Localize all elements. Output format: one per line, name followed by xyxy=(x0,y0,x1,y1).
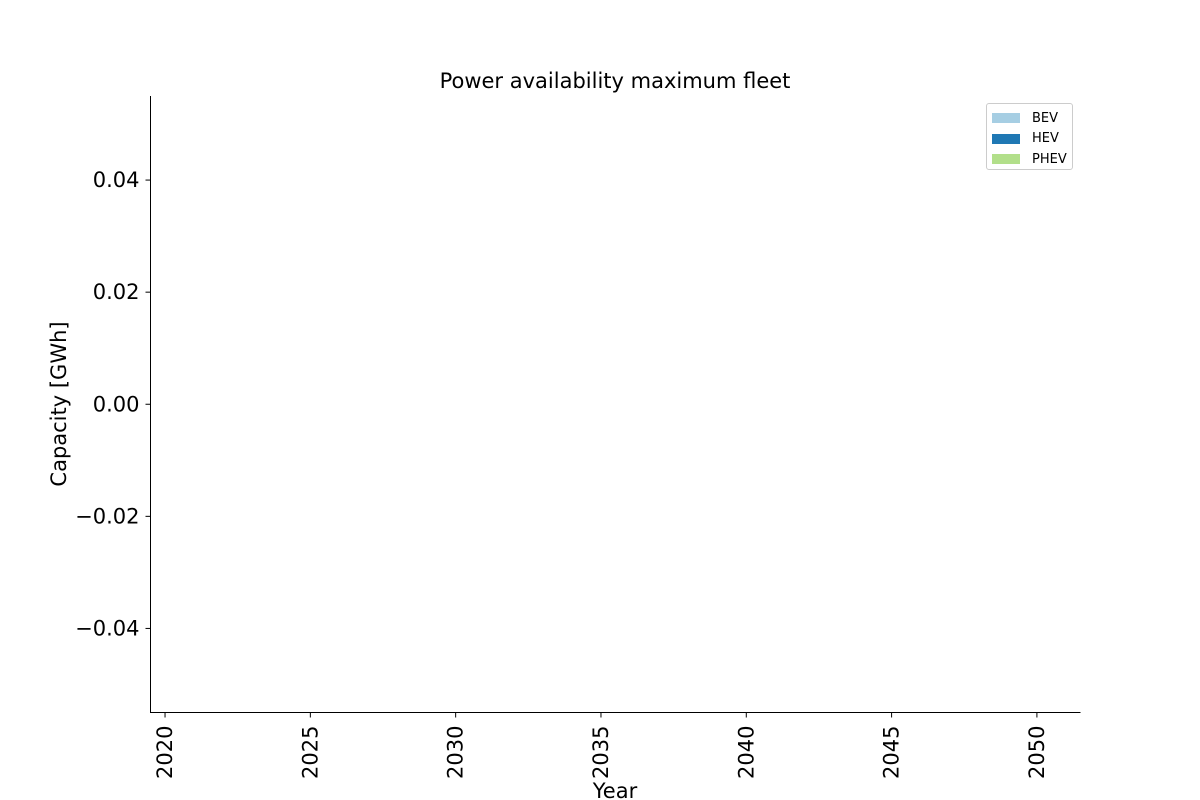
y-tick-label: 0.02 xyxy=(93,280,140,304)
y-tick-label: 0.04 xyxy=(93,168,140,192)
x-tick-label: 2040 xyxy=(734,726,758,779)
y-axis-label: Capacity [GWh] xyxy=(47,321,71,486)
legend-label: HEV xyxy=(1032,131,1059,147)
y-tick-label: −0.02 xyxy=(75,504,139,528)
y-tick-label: 0.00 xyxy=(93,392,140,416)
legend-item-bev: BEV xyxy=(992,108,1072,129)
legend-label: BEV xyxy=(1032,110,1059,126)
legend-swatch xyxy=(992,133,1020,144)
x-tick-label: 2030 xyxy=(444,726,468,779)
legend-item-hev: HEV xyxy=(992,129,1072,150)
x-tick-label: 2025 xyxy=(298,726,322,779)
y-tick-label: −0.04 xyxy=(75,616,139,640)
legend-swatch xyxy=(992,113,1020,124)
y-axis-ticks: 0.04 0.02 0.00 −0.02 −0.04 xyxy=(75,168,151,640)
x-tick-label: 2045 xyxy=(880,726,904,779)
legend-label: PHEV xyxy=(1032,151,1067,167)
x-tick-label: 2050 xyxy=(1025,726,1049,779)
x-tick-label: 2020 xyxy=(153,726,177,779)
legend: BEV HEV PHEV xyxy=(986,103,1073,170)
legend-swatch xyxy=(992,154,1020,165)
chart-title: Power availability maximum fleet xyxy=(440,69,791,93)
x-axis-label: Year xyxy=(592,779,638,800)
x-axis-ticks: 2020 2025 2030 2035 2040 2045 2050 xyxy=(153,712,1049,779)
x-tick-label: 2035 xyxy=(589,726,613,779)
legend-item-phev: PHEV xyxy=(992,149,1072,170)
